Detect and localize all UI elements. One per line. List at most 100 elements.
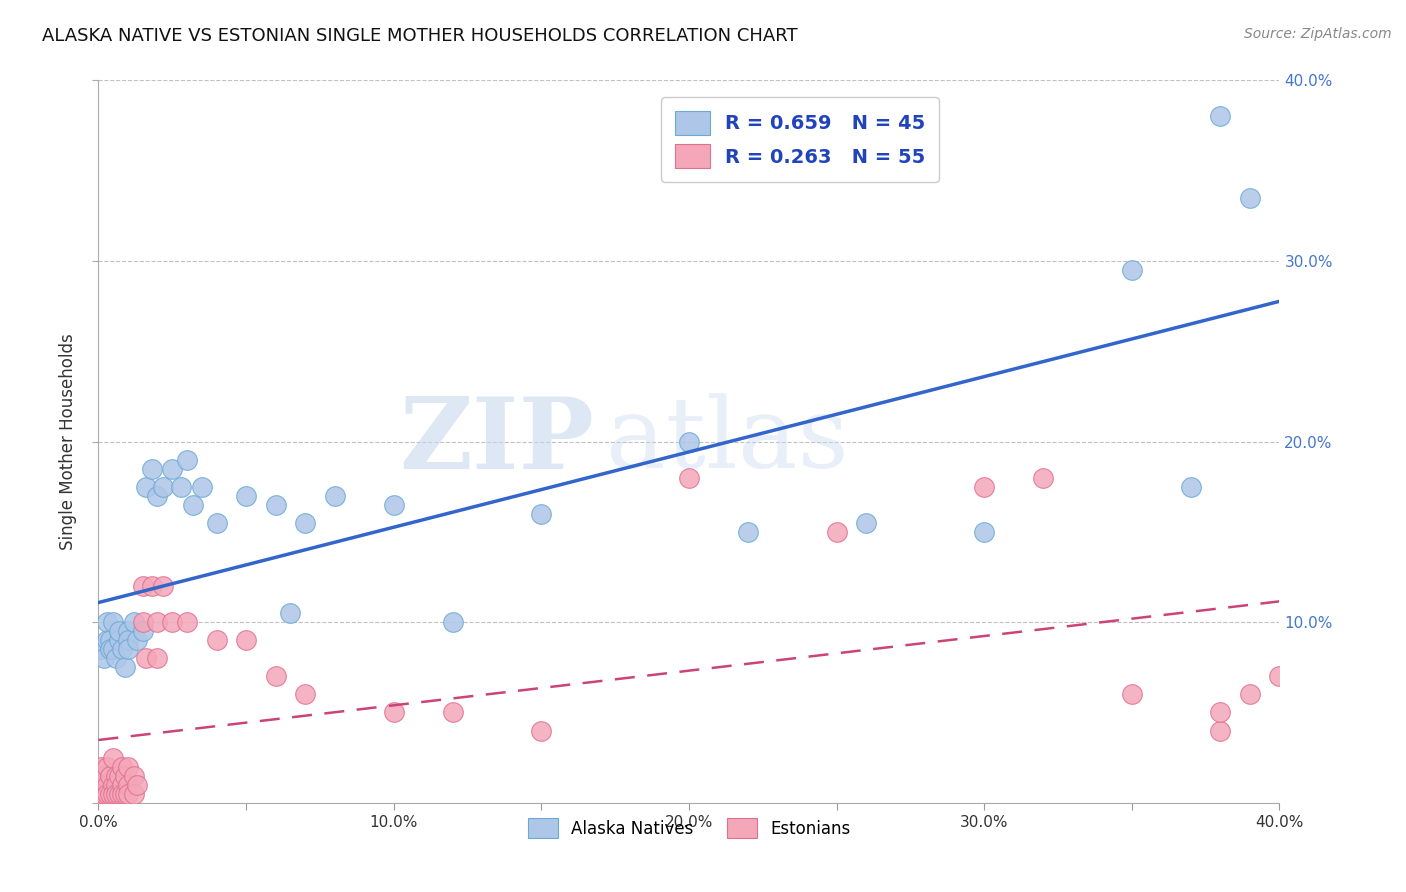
Point	[90, 760, 112, 774]
Point	[111, 778, 134, 792]
Point	[96, 778, 118, 792]
Point	[98, 787, 121, 801]
Point	[117, 760, 139, 774]
Point	[205, 516, 228, 530]
Point	[117, 633, 139, 648]
Point	[117, 787, 139, 801]
Text: ALASKA NATIVE VS ESTONIAN SINGLE MOTHER HOUSEHOLDS CORRELATION CHART: ALASKA NATIVE VS ESTONIAN SINGLE MOTHER …	[42, 27, 797, 45]
Text: ZIP: ZIP	[399, 393, 595, 490]
Point	[132, 615, 155, 630]
Point	[235, 489, 257, 503]
Point	[181, 498, 204, 512]
Point	[678, 434, 700, 449]
Point	[125, 778, 148, 792]
Legend: Alaska Natives, Estonians: Alaska Natives, Estonians	[522, 812, 856, 845]
Point	[122, 769, 145, 783]
Point	[141, 461, 163, 475]
Point	[441, 615, 464, 630]
Point	[162, 461, 183, 475]
Point	[530, 723, 553, 738]
Point	[108, 787, 131, 801]
Point	[176, 615, 198, 630]
Point	[1239, 687, 1261, 701]
Point	[855, 516, 877, 530]
Point	[111, 760, 134, 774]
Point	[235, 633, 257, 648]
Point	[93, 651, 115, 665]
Point	[132, 579, 155, 593]
Point	[1209, 706, 1232, 720]
Point	[96, 760, 118, 774]
Point	[132, 624, 155, 639]
Point	[1209, 723, 1232, 738]
Point	[382, 706, 405, 720]
Point	[93, 787, 115, 801]
Point	[103, 750, 125, 764]
Point	[114, 787, 136, 801]
Point	[96, 633, 118, 648]
Point	[191, 480, 214, 494]
Point	[103, 778, 125, 792]
Point	[146, 615, 169, 630]
Point	[114, 769, 136, 783]
Point	[146, 489, 169, 503]
Point	[105, 651, 128, 665]
Point	[105, 778, 128, 792]
Point	[1209, 109, 1232, 123]
Point	[111, 787, 134, 801]
Point	[98, 769, 121, 783]
Point	[90, 778, 112, 792]
Point	[108, 633, 131, 648]
Text: atlas: atlas	[606, 393, 849, 490]
Point	[98, 642, 121, 657]
Point	[1180, 480, 1202, 494]
Point	[96, 615, 118, 630]
Point	[122, 615, 145, 630]
Point	[135, 480, 157, 494]
Point	[1032, 471, 1054, 485]
Point	[117, 642, 139, 657]
Point	[441, 706, 464, 720]
Point	[87, 778, 110, 792]
Point	[125, 633, 148, 648]
Point	[973, 524, 995, 539]
Point	[103, 615, 125, 630]
Point	[114, 660, 136, 674]
Point	[294, 687, 316, 701]
Point	[141, 579, 163, 593]
Point	[530, 507, 553, 521]
Point	[108, 624, 131, 639]
Point	[1239, 191, 1261, 205]
Point	[825, 524, 848, 539]
Point	[105, 769, 128, 783]
Point	[93, 769, 115, 783]
Point	[294, 516, 316, 530]
Text: Source: ZipAtlas.com: Source: ZipAtlas.com	[1244, 27, 1392, 41]
Point	[1121, 263, 1143, 277]
Point	[90, 642, 112, 657]
Point	[117, 624, 139, 639]
Point	[737, 524, 759, 539]
Point	[382, 498, 405, 512]
Point	[152, 579, 174, 593]
Point	[170, 480, 193, 494]
Point	[103, 642, 125, 657]
Point	[122, 787, 145, 801]
Point	[96, 787, 118, 801]
Point	[280, 606, 302, 620]
Point	[1268, 669, 1291, 683]
Point	[162, 615, 183, 630]
Point	[87, 787, 110, 801]
Point	[205, 633, 228, 648]
Point	[98, 633, 121, 648]
Point	[105, 787, 128, 801]
Point	[135, 651, 157, 665]
Point	[146, 651, 169, 665]
Point	[103, 787, 125, 801]
Point	[973, 480, 995, 494]
Point	[1121, 687, 1143, 701]
Point	[323, 489, 346, 503]
Point	[111, 642, 134, 657]
Point	[176, 452, 198, 467]
Point	[678, 471, 700, 485]
